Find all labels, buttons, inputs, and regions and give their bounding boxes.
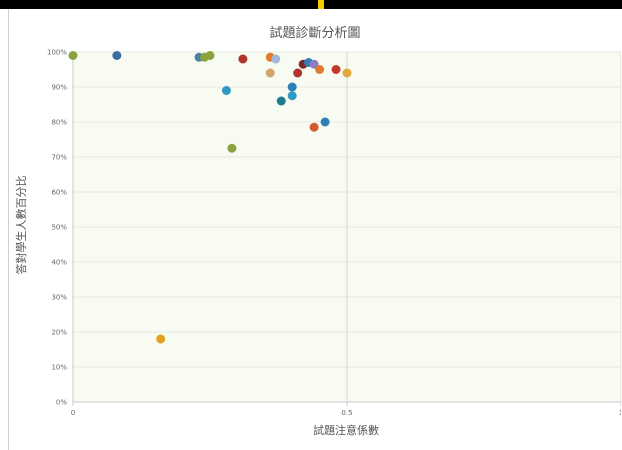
data-point xyxy=(320,117,330,127)
y-axis-label: 答對學生人數百分比 xyxy=(14,176,28,275)
y-tick-label: 100% xyxy=(47,49,67,57)
chart-frame: 試題診斷分析圖 0% 10% 20% 30% 40% 50% 60% 70% 80% 90% 100… xyxy=(8,9,621,450)
scatter-chart: 試題診斷分析圖 0%10%20%30%40%50%60%70%80%90%100… xyxy=(14,25,621,437)
data-point xyxy=(265,68,275,78)
y-tick-label: 0% xyxy=(56,399,67,407)
x-tick-label: 0.5 xyxy=(341,409,352,417)
data-point xyxy=(315,65,325,74)
data-point xyxy=(68,51,78,60)
y-tick-label: 80% xyxy=(51,119,67,127)
y-tick-label: 30% xyxy=(51,294,67,302)
y-tick-label: 50% xyxy=(51,224,67,232)
y-tick-label: 20% xyxy=(51,329,67,337)
x-tick-label: 1 xyxy=(619,409,621,417)
data-point xyxy=(331,65,341,74)
data-point xyxy=(271,54,281,64)
data-points xyxy=(68,51,352,344)
data-point xyxy=(227,143,237,153)
data-point xyxy=(287,82,297,92)
gridlines xyxy=(72,51,621,403)
y-tick-label: 10% xyxy=(51,364,67,372)
data-point xyxy=(287,91,297,101)
data-point xyxy=(276,96,286,106)
data-point xyxy=(112,51,122,60)
data-point xyxy=(342,68,352,78)
x-axis-label: 試題注意係數 xyxy=(313,423,379,437)
chart-title: 試題診斷分析圖 xyxy=(269,25,360,41)
top-bar-marker xyxy=(318,0,324,9)
data-point xyxy=(156,334,166,344)
y-tick-label: 40% xyxy=(51,259,67,267)
data-point xyxy=(205,51,215,60)
y-tick-label: 70% xyxy=(51,154,67,162)
data-point xyxy=(238,54,248,64)
top-bar xyxy=(0,0,622,9)
tick-labels: 0% 10% 20% 30% 40% 50% 60% 70% 80% 90% 100% 0 0.5 1 xyxy=(47,49,621,418)
data-point xyxy=(221,86,231,95)
y-tick-label: 90% xyxy=(51,84,67,92)
axes xyxy=(72,401,621,406)
data-point xyxy=(293,68,303,78)
y-tick-label: 60% xyxy=(51,189,67,197)
x-tick-label: 0 xyxy=(71,409,75,417)
data-point xyxy=(309,122,319,132)
